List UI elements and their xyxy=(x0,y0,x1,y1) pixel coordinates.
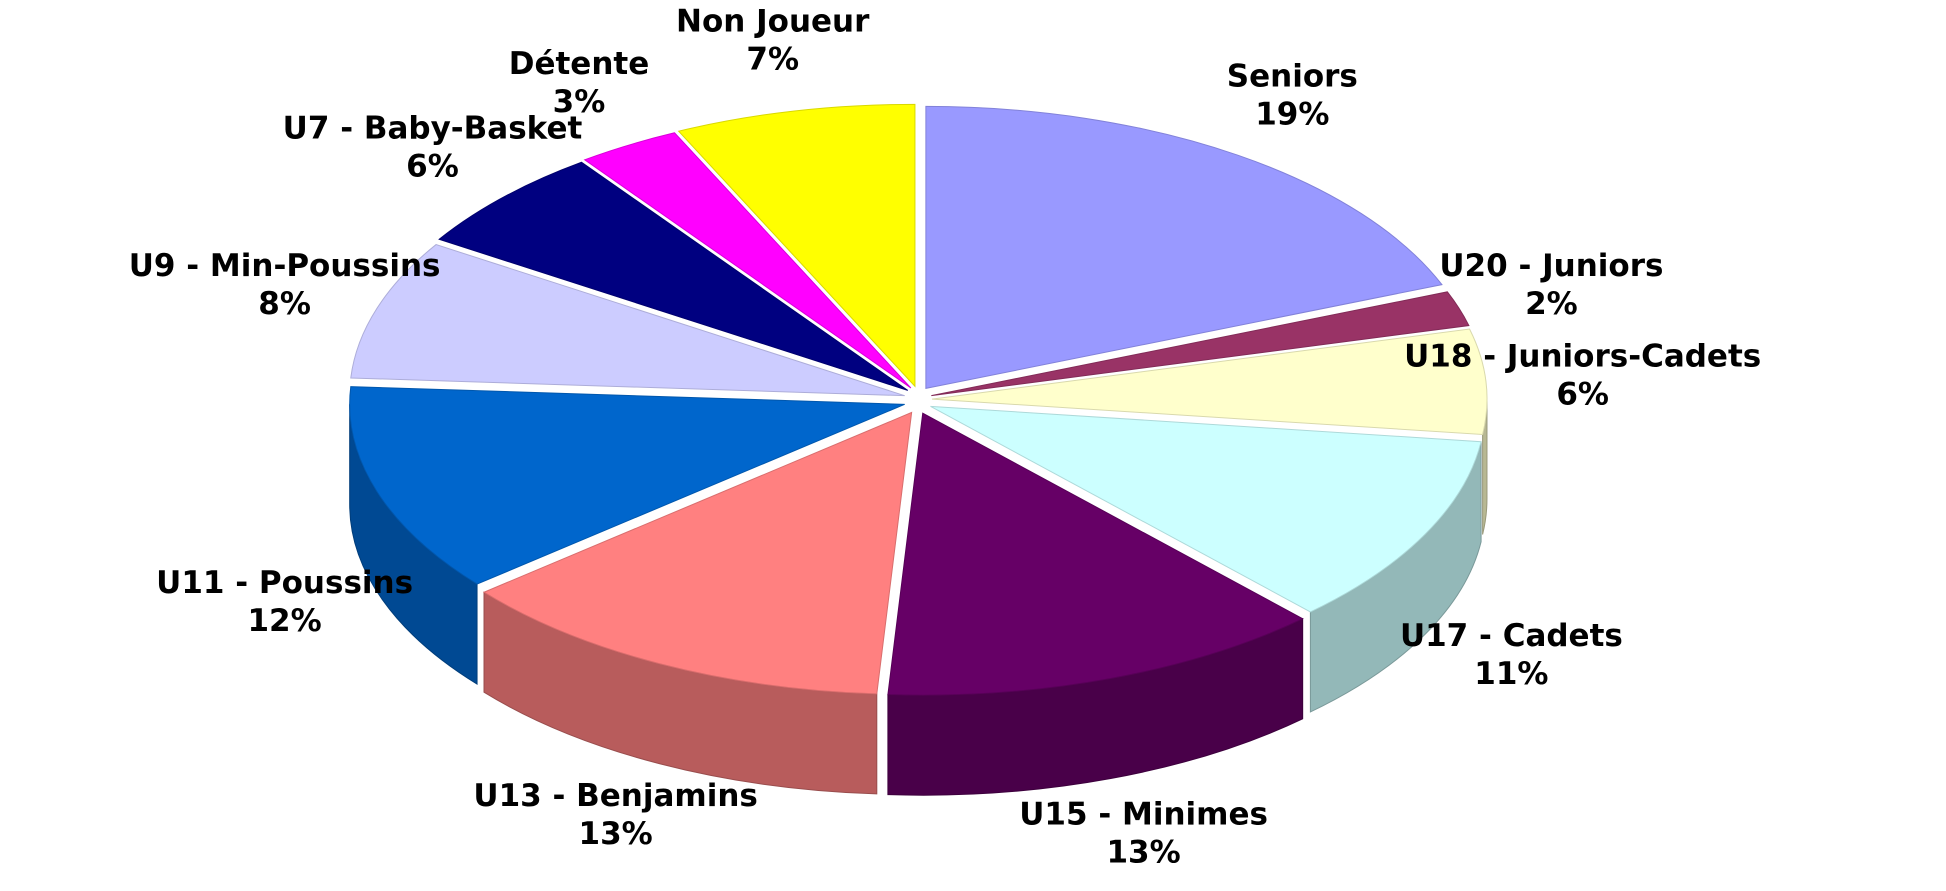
slice xyxy=(583,132,912,389)
slice-value-label: 8% xyxy=(258,286,311,322)
slice-value-label: 11% xyxy=(1474,656,1548,692)
slice-label: U18 - Juniors-Cadets xyxy=(1404,338,1761,374)
slice-value-label: 19% xyxy=(1255,96,1329,132)
slice xyxy=(350,244,905,397)
slice-value-label: 12% xyxy=(247,603,321,639)
slice xyxy=(438,161,909,391)
slice-value-label: 2% xyxy=(1525,286,1578,322)
slice xyxy=(482,411,913,695)
slice xyxy=(930,405,1482,613)
slice xyxy=(349,386,905,585)
slice-label: U15 - Minimes xyxy=(1019,796,1268,832)
slice-value-label: 13% xyxy=(579,816,653,852)
slice xyxy=(887,412,1304,696)
slice-label: U9 - Min-Poussins xyxy=(129,248,441,284)
slice-label: U7 - Baby-Basket xyxy=(283,111,583,147)
slice-label: Détente xyxy=(509,46,650,82)
slice-label: U20 - Juniors xyxy=(1439,248,1663,284)
slice-value-label: 13% xyxy=(1106,834,1180,870)
slice-tops xyxy=(349,103,1488,696)
slice xyxy=(925,105,1443,390)
slice-label: U17 - Cadets xyxy=(1400,618,1623,654)
slice-value-label: 7% xyxy=(746,42,799,78)
slice-label: Seniors xyxy=(1227,58,1358,94)
slice xyxy=(677,103,916,388)
slice-value-label: 3% xyxy=(553,84,606,120)
slice xyxy=(931,328,1488,435)
slice-label: U13 - Benjamins xyxy=(473,778,757,814)
slice-label: U11 - Poussins xyxy=(156,565,413,601)
slice-value-label: 6% xyxy=(1556,376,1609,412)
slice-value-label: 6% xyxy=(406,149,459,185)
slice-sides xyxy=(349,399,1488,796)
slice xyxy=(931,291,1470,397)
slice-label: Non Joueur xyxy=(676,4,870,40)
